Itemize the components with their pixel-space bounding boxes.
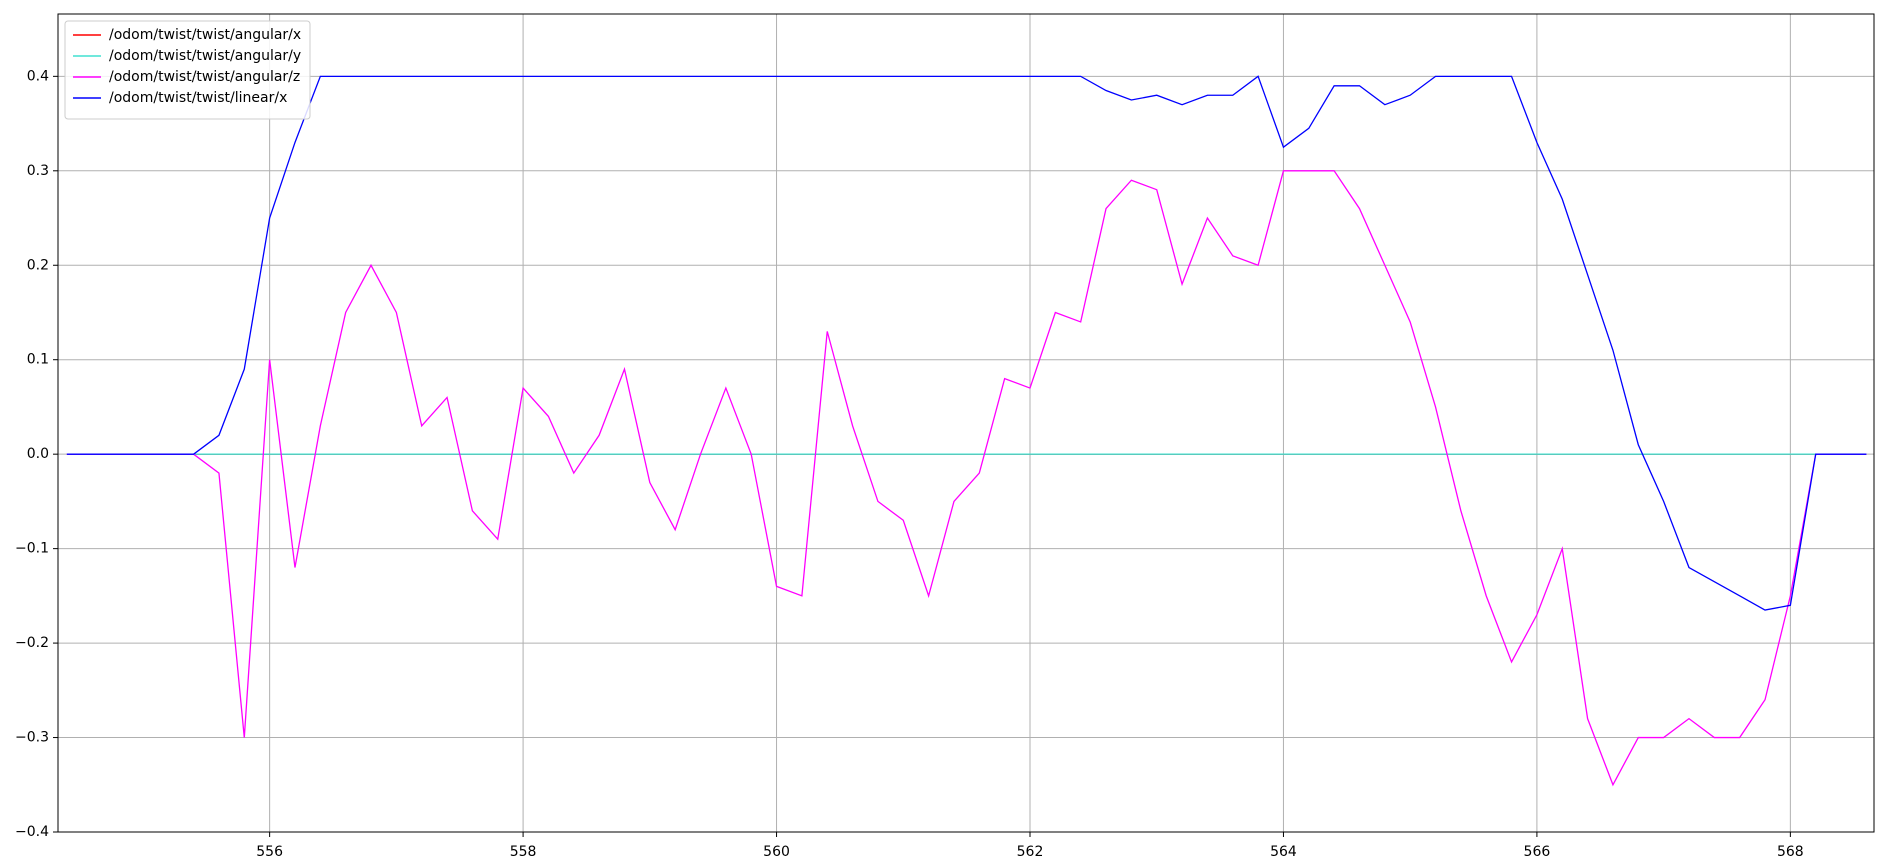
y-tick-label: −0.2 bbox=[15, 635, 49, 651]
legend-label: /odom/twist/twist/angular/x bbox=[109, 27, 301, 43]
y-tick-label: 0.3 bbox=[27, 163, 49, 179]
x-tick-label: 568 bbox=[1777, 844, 1804, 860]
y-tick-label: 0.2 bbox=[27, 257, 49, 273]
x-tick-label: 558 bbox=[510, 844, 537, 860]
y-tick-label: −0.3 bbox=[15, 730, 49, 746]
legend: /odom/twist/twist/angular/x/odom/twist/t… bbox=[64, 20, 311, 120]
series-line bbox=[66, 170, 1867, 787]
x-tick-label: 560 bbox=[763, 844, 790, 860]
x-tick-label: 566 bbox=[1524, 844, 1551, 860]
y-tick-label: −0.1 bbox=[15, 541, 49, 557]
x-tick-label: 562 bbox=[1017, 844, 1044, 860]
y-tick-label: −0.4 bbox=[15, 824, 49, 840]
y-tick-label: 0.1 bbox=[27, 352, 49, 368]
legend-label: /odom/twist/twist/angular/z bbox=[109, 69, 300, 85]
x-tick-label: 564 bbox=[1270, 844, 1297, 860]
x-tick-label: 556 bbox=[256, 844, 283, 860]
plot-frame bbox=[57, 13, 1875, 833]
legend-label: /odom/twist/twist/linear/x bbox=[109, 90, 287, 106]
legend-box bbox=[64, 20, 311, 120]
series-line bbox=[66, 75, 1867, 611]
legend-label: /odom/twist/twist/angular/y bbox=[109, 48, 301, 64]
y-tick-label: 0.0 bbox=[27, 446, 49, 462]
y-tick-label: 0.4 bbox=[27, 68, 49, 84]
